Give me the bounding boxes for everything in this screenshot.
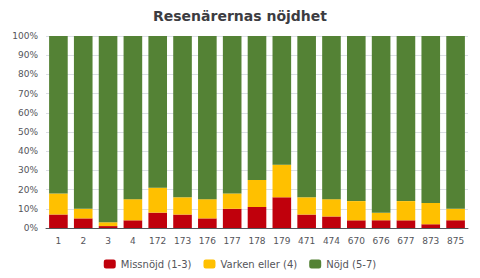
svg-text:875: 875 (447, 236, 464, 246)
svg-text:Resenärernas nöjdhet: Resenärernas nöjdhet (153, 8, 327, 24)
svg-text:100%: 100% (12, 31, 38, 41)
svg-text:471: 471 (298, 236, 315, 246)
svg-text:176: 176 (199, 236, 216, 246)
svg-text:60%: 60% (18, 108, 38, 118)
svg-text:177: 177 (224, 236, 241, 246)
svg-text:40%: 40% (18, 146, 38, 156)
svg-text:80%: 80% (18, 69, 38, 79)
svg-text:70%: 70% (18, 89, 38, 99)
svg-text:Nöjd (5-7): Nöjd (5-7) (326, 259, 376, 270)
svg-text:30%: 30% (18, 165, 38, 175)
svg-text:50%: 50% (18, 127, 38, 137)
svg-text:90%: 90% (18, 50, 38, 60)
svg-text:1: 1 (56, 236, 62, 246)
svg-text:676: 676 (373, 236, 390, 246)
svg-text:179: 179 (273, 236, 290, 246)
svg-text:677: 677 (397, 236, 414, 246)
svg-text:4: 4 (130, 236, 136, 246)
svg-text:172: 172 (149, 236, 166, 246)
svg-text:Missnöjd (1-3): Missnöjd (1-3) (121, 259, 192, 270)
svg-text:0%: 0% (24, 223, 39, 233)
svg-text:670: 670 (348, 236, 365, 246)
svg-text:3: 3 (105, 236, 111, 246)
svg-text:178: 178 (248, 236, 265, 246)
svg-text:2: 2 (80, 236, 86, 246)
svg-text:10%: 10% (18, 204, 38, 214)
svg-text:873: 873 (422, 236, 439, 246)
svg-text:20%: 20% (18, 185, 38, 195)
svg-text:474: 474 (323, 236, 340, 246)
svg-text:Varken eller (4): Varken eller (4) (220, 259, 297, 270)
svg-text:173: 173 (174, 236, 191, 246)
